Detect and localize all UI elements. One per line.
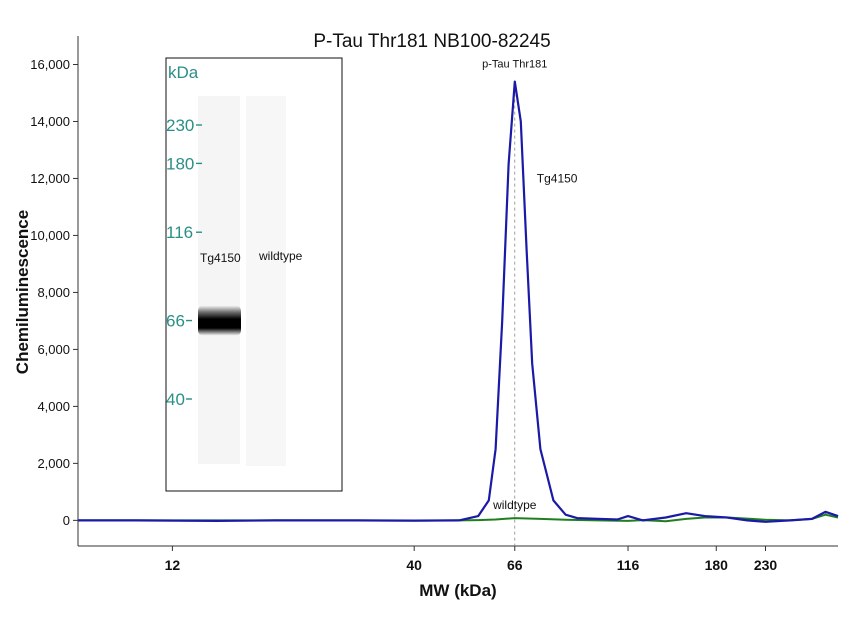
inset-lane-label-tg4150: Tg4150 [200,251,241,265]
inset-marker-label: 66 [166,312,185,331]
inset-band-tg4150 [198,305,241,336]
y-tick-label: 16,000 [30,57,70,72]
inset-unit-label: kDa [168,63,199,82]
x-tick-label: 230 [754,557,778,573]
x-tick-label: 12 [165,557,181,573]
inset-marker-label: 230 [166,116,194,135]
series-layer [78,80,839,523]
y-tick-label: 12,000 [30,171,70,186]
series-line-tg4150 [78,80,839,523]
inset-markers: 230 180 116 66 40 [166,116,202,409]
x-axis-label: MW (kDa) [419,581,496,600]
y-tick-label: 4,000 [37,399,70,414]
inset-lane-1 [198,96,240,464]
y-tick-label: 8,000 [37,285,70,300]
x-tick-label: 40 [406,557,422,573]
y-tick-label: 14,000 [30,114,70,129]
inset-lane-2 [246,96,286,466]
tg4150-series-label: Tg4150 [537,171,578,185]
y-tick-label: 6,000 [37,342,70,357]
y-tick-label: 10,000 [30,228,70,243]
x-tick-label: 180 [705,557,729,573]
x-tick-label: 116 [617,557,640,573]
y-axis-label: Chemiluminescence [13,210,32,374]
inset-marker-label: 180 [166,154,194,173]
chart-title: P-Tau Thr181 NB100-82245 [313,31,550,52]
inset-marker-label: 116 [166,223,193,242]
inset-lane-label-wildtype: wildtype [258,249,303,263]
y-tick-label: 2,000 [37,456,70,471]
inset-marker-label: 40 [166,390,185,409]
blot-inset: kDa 230 180 116 66 40 Tg4150 wildtype [165,57,343,492]
x-ticks: 12 40 66 116 180 230 [165,546,778,573]
y-ticks: 0 2,000 4,000 6,000 8,000 10,000 12,000 14,000 1… [30,57,78,528]
x-tick-label: 66 [507,557,523,573]
y-tick-label: 0 [63,513,70,528]
wildtype-series-label: wildtype [492,498,537,512]
peak-label: p-Tau Thr181 [482,58,547,70]
